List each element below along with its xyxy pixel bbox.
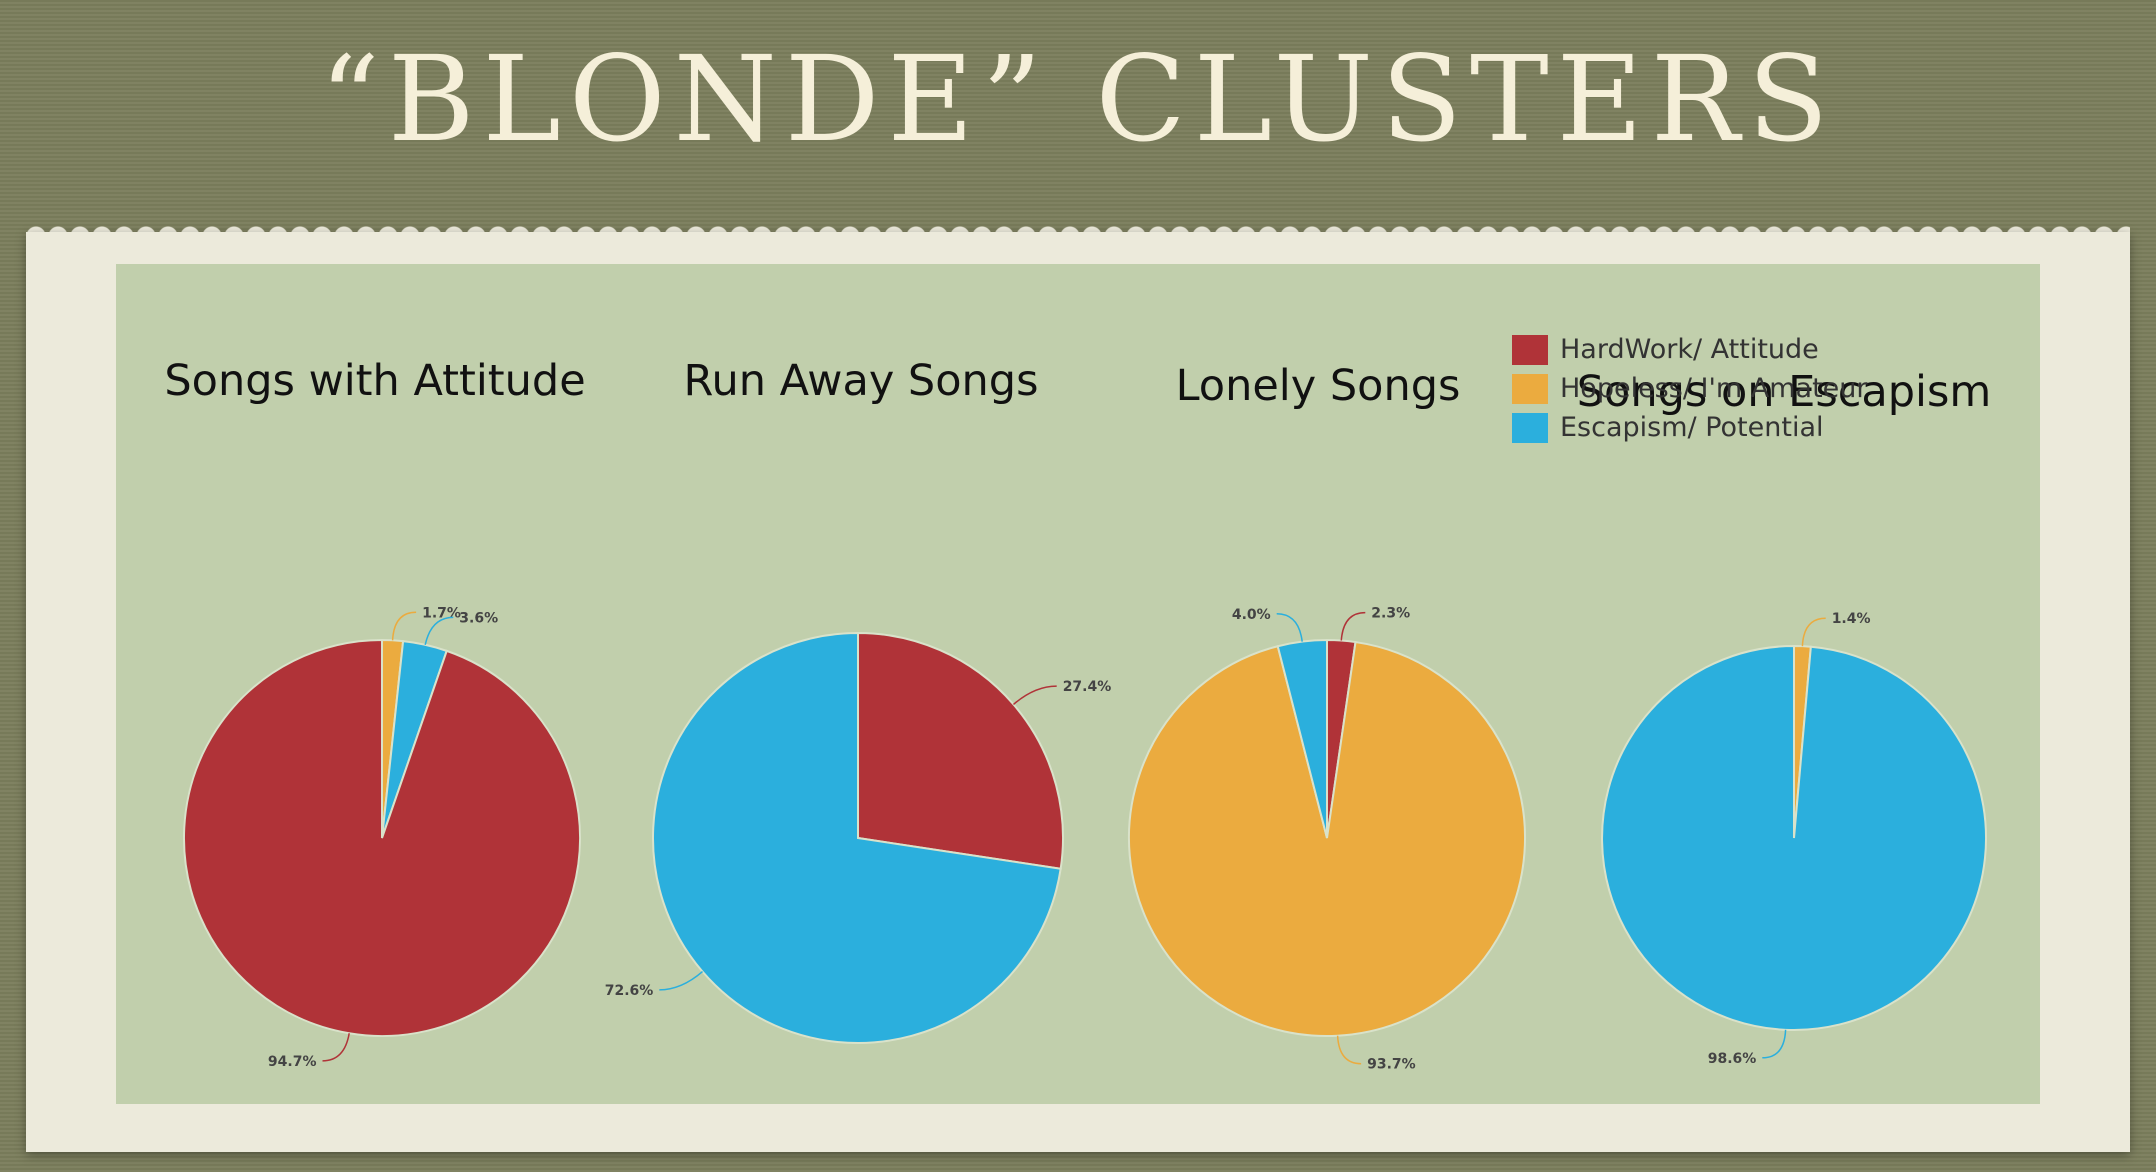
slice-value-label: 1.4% bbox=[1832, 611, 1871, 627]
legend-swatch bbox=[1512, 412, 1548, 443]
pie-slice bbox=[857, 631, 1064, 870]
slice-value-label: 4.0% bbox=[1232, 607, 1271, 623]
slice-leader-line bbox=[659, 971, 703, 991]
slide-title: “BLONDE” CLUSTERS bbox=[319, 30, 1837, 168]
legend-item: HardWork/ Attitude bbox=[1512, 330, 1868, 369]
slice-value-label: 94.7% bbox=[268, 1054, 317, 1070]
slice-leader-line bbox=[1340, 611, 1366, 641]
slice-value-label: 27.4% bbox=[1063, 679, 1112, 695]
slice-leader-line bbox=[1336, 1035, 1362, 1065]
slice-leader-line bbox=[1762, 1029, 1787, 1059]
pie-slice bbox=[1276, 638, 1328, 839]
slice-leader-line bbox=[1276, 613, 1303, 642]
chart-legend: HardWork/ Attitude Hopeless/ I'm Amateur… bbox=[1512, 330, 1868, 447]
legend-item: Escapism/ Potential bbox=[1512, 408, 1868, 447]
legend-label: Hopeless/ I'm Amateur bbox=[1560, 373, 1868, 404]
slice-value-label: 2.3% bbox=[1371, 606, 1410, 622]
pie-title-lonely-songs: Lonely Songs bbox=[1175, 361, 1461, 411]
pie-title-songs-on-escapism: Songs on Escapism bbox=[1576, 367, 1992, 417]
pie-charts-svg: 1.7%3.6% 94.7% 27.4% 72.6% 2.3% 93.7% 4.0% 1.4%… bbox=[183, 605, 1988, 1073]
pie-title-run-away-songs: Run Away Songs bbox=[683, 356, 1039, 406]
legend-item: Hopeless/ I'm Amateur bbox=[1512, 369, 1868, 408]
pie-title-songs-with-attitude: Songs with Attitude bbox=[164, 356, 586, 406]
slice-leader-line bbox=[391, 611, 417, 641]
slice-leader-line bbox=[424, 616, 454, 645]
slice-value-label: 98.6% bbox=[1708, 1051, 1757, 1067]
legend-swatch bbox=[1512, 334, 1548, 365]
slice-value-label: 72.6% bbox=[605, 983, 654, 999]
pie-slice bbox=[652, 631, 1062, 1044]
slice-value-label: 1.7% bbox=[422, 605, 461, 621]
legend-label: HardWork/ Attitude bbox=[1560, 334, 1819, 365]
pie-slice bbox=[183, 638, 581, 1037]
slice-leader-line bbox=[1801, 617, 1826, 647]
legend-swatch bbox=[1512, 373, 1548, 404]
slice-value-label: 93.7% bbox=[1367, 1057, 1416, 1073]
chart-panel: 1.7% 3.6% 94.7% 27.4% 72.6% 2.3% 93.7% 4.0% 1.4%… bbox=[116, 264, 2040, 1104]
pie-slice bbox=[1601, 644, 1988, 1031]
slice-value-label: 3.6% bbox=[459, 610, 498, 626]
slice-leader-line bbox=[322, 1033, 350, 1062]
slice-leader-line bbox=[1013, 685, 1057, 705]
legend-label: Escapism/ Potential bbox=[1560, 412, 1824, 443]
